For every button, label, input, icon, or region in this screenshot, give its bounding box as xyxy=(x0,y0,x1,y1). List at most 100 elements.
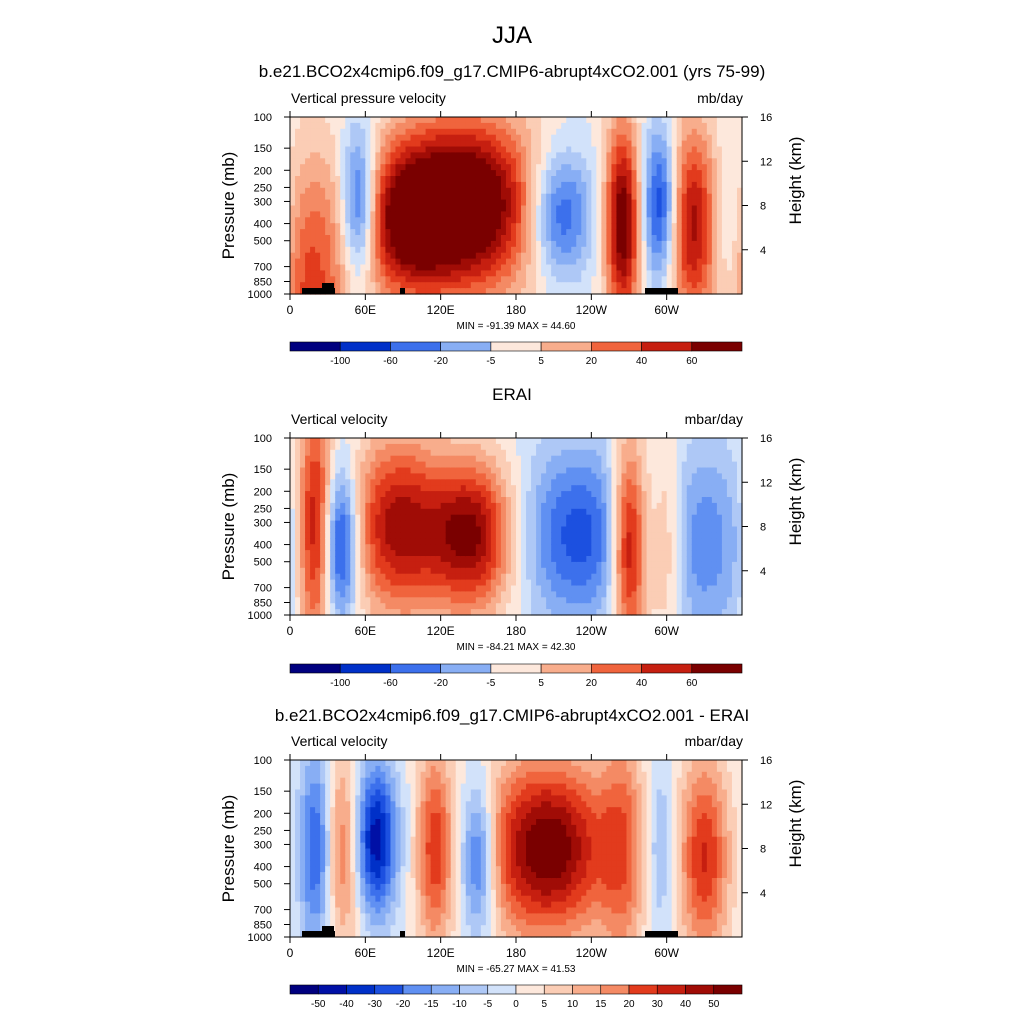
heatmap-cell xyxy=(465,205,472,212)
heatmap-cell xyxy=(581,205,587,212)
heatmap-cell xyxy=(460,217,467,224)
heatmap-cell xyxy=(335,140,341,148)
heatmap-cell xyxy=(390,217,397,224)
heatmap-cell xyxy=(345,134,351,142)
heatmap-cell xyxy=(410,152,417,159)
heatmap-cell xyxy=(335,235,341,242)
heatmap-cell xyxy=(395,270,402,277)
heatmap-cell xyxy=(325,164,331,171)
heatmap-cell xyxy=(485,246,492,254)
heatmap-cell xyxy=(500,246,507,254)
heatmap-cell xyxy=(345,229,351,236)
heatmap-cell xyxy=(470,264,477,271)
heatmap-cell xyxy=(536,181,542,189)
heatmap-cell xyxy=(485,235,492,242)
heatmap-cell xyxy=(526,229,532,236)
heatmap-cell xyxy=(350,146,356,153)
heatmap-cell xyxy=(636,235,643,242)
heatmap-cell xyxy=(400,258,407,266)
heatmap-cell xyxy=(465,240,472,248)
heatmap-cell xyxy=(646,187,653,195)
heatmap-cell xyxy=(531,252,537,260)
heatmap-cell xyxy=(315,193,321,201)
heatmap-cell xyxy=(325,270,331,277)
heatmap-cell xyxy=(631,158,638,165)
heatmap-cell xyxy=(360,223,366,230)
heatmap-cell xyxy=(621,246,628,254)
heatmap-cell xyxy=(470,252,477,260)
heatmap-cell xyxy=(636,122,643,130)
heatmap-cell xyxy=(350,217,356,224)
heatmap-cell xyxy=(571,288,577,295)
heatmap-cell xyxy=(516,211,522,218)
heatmap-cell xyxy=(546,229,552,236)
heatmap-cell xyxy=(305,187,311,195)
heatmap-cell xyxy=(666,193,673,201)
heatmap-cell xyxy=(531,170,537,177)
heatmap-cell xyxy=(325,128,331,136)
heatmap-cell xyxy=(601,146,607,153)
heatmap-cell xyxy=(330,240,336,248)
heatmap-cell xyxy=(490,170,497,177)
heatmap-cell xyxy=(400,240,407,248)
heatmap-cell xyxy=(410,193,417,201)
heatmap-cell xyxy=(606,258,613,266)
heatmap-cell xyxy=(656,276,663,283)
heatmap-cell xyxy=(455,122,462,130)
heatmap-cell xyxy=(521,152,527,159)
heatmap-cell xyxy=(310,235,316,242)
heatmap-cell xyxy=(490,258,497,266)
heatmap-cell xyxy=(505,211,512,218)
heatmap-cell xyxy=(365,217,371,224)
heatmap-cell xyxy=(445,270,452,277)
heatmap-cell xyxy=(541,176,547,183)
heatmap-cell xyxy=(566,282,572,289)
heatmap-cell xyxy=(500,164,507,171)
heatmap-cell xyxy=(315,140,321,148)
heatmap-cell xyxy=(591,240,597,248)
heatmap-cell xyxy=(526,152,532,159)
heatmap-cell xyxy=(475,288,482,295)
heatmap-cell xyxy=(516,187,522,195)
heatmap-cell xyxy=(631,128,638,136)
heatmap-cell xyxy=(531,235,537,242)
heatmap-cell xyxy=(415,164,422,171)
heatmap-cell xyxy=(495,276,502,283)
heatmap-cell xyxy=(526,205,532,212)
heatmap-cell xyxy=(420,264,427,271)
heatmap-cell xyxy=(325,152,331,159)
heatmap-cell xyxy=(666,146,673,153)
heatmap-cell xyxy=(465,252,472,260)
heatmap-cell xyxy=(651,164,658,171)
heatmap-cell xyxy=(315,164,321,171)
heatmap-cell xyxy=(460,229,467,236)
heatmap-cell xyxy=(460,122,467,130)
heatmap-cell xyxy=(445,176,452,183)
heatmap-cell xyxy=(500,181,507,189)
heatmap-cell xyxy=(631,270,638,277)
heatmap-cell xyxy=(546,288,552,295)
heatmap-cell xyxy=(576,211,582,218)
heatmap-cell xyxy=(526,252,532,260)
heatmap-cell xyxy=(450,211,457,218)
heatmap-cell xyxy=(616,199,623,207)
heatmap-cell xyxy=(370,264,376,271)
heatmap-cell xyxy=(495,288,502,295)
heatmap-cell xyxy=(500,211,507,218)
heatmap-cell xyxy=(656,270,663,277)
heatmap-cell xyxy=(485,187,492,195)
heatmap-cell xyxy=(430,128,437,136)
heatmap-cell xyxy=(445,211,452,218)
heatmap-cell xyxy=(405,117,412,124)
heatmap-cell xyxy=(596,117,602,124)
heatmap-cell xyxy=(315,205,321,212)
heatmap-cell xyxy=(536,229,542,236)
heatmap-cell xyxy=(380,258,387,266)
heatmap-cell xyxy=(450,246,457,254)
heatmap-cell xyxy=(465,229,472,236)
heatmap-cell xyxy=(335,282,341,289)
heatmap-cell xyxy=(616,128,623,136)
heatmap-cell xyxy=(335,252,341,260)
heatmap-cell xyxy=(500,205,507,212)
